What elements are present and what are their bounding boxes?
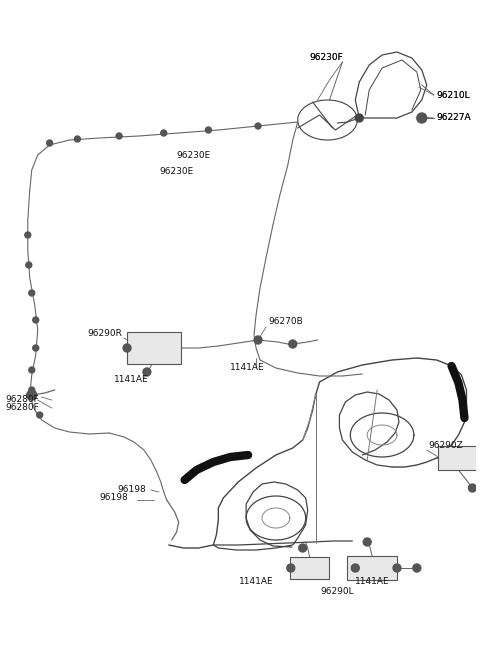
Bar	[438, 446, 480, 470]
Text: 96227A: 96227A	[437, 113, 471, 123]
Circle shape	[116, 133, 122, 139]
Text: 96290R: 96290R	[87, 329, 122, 338]
Circle shape	[254, 336, 262, 344]
Circle shape	[29, 290, 35, 296]
Circle shape	[27, 390, 37, 400]
Text: 1141AE: 1141AE	[230, 363, 265, 373]
Circle shape	[33, 317, 39, 323]
Text: 96230E: 96230E	[177, 150, 211, 159]
Circle shape	[74, 136, 80, 142]
Circle shape	[363, 538, 371, 546]
Circle shape	[143, 368, 151, 376]
Text: 96280F: 96280F	[5, 396, 39, 405]
Circle shape	[123, 344, 131, 352]
Text: 96227A: 96227A	[437, 113, 471, 123]
Circle shape	[205, 127, 211, 133]
Bar	[127, 332, 181, 364]
Circle shape	[29, 387, 35, 393]
Circle shape	[161, 130, 167, 136]
Text: 96270B: 96270B	[268, 318, 303, 327]
Circle shape	[26, 262, 32, 268]
Circle shape	[37, 412, 43, 418]
Circle shape	[29, 367, 35, 373]
Circle shape	[255, 123, 261, 129]
Text: 96230E: 96230E	[159, 167, 194, 176]
Circle shape	[289, 340, 297, 348]
Text: 1141AE: 1141AE	[355, 577, 389, 586]
Text: 96230F: 96230F	[310, 54, 343, 62]
Text: 96280F: 96280F	[5, 403, 39, 413]
Circle shape	[33, 345, 39, 351]
Text: 1141AE: 1141AE	[239, 577, 274, 586]
Circle shape	[468, 484, 476, 492]
Text: 1141AE: 1141AE	[114, 375, 149, 384]
Bar	[348, 556, 397, 580]
Circle shape	[355, 114, 363, 122]
Circle shape	[299, 544, 307, 552]
Circle shape	[417, 113, 427, 123]
Circle shape	[287, 564, 295, 572]
Circle shape	[47, 140, 53, 146]
Circle shape	[25, 232, 31, 238]
Text: 96198: 96198	[99, 493, 128, 502]
Circle shape	[413, 564, 421, 572]
Circle shape	[393, 564, 401, 572]
Text: 96210L: 96210L	[437, 91, 470, 100]
Text: 96290L: 96290L	[321, 588, 354, 596]
Text: 96230F: 96230F	[310, 54, 343, 62]
Text: 96290Z: 96290Z	[429, 440, 464, 449]
Circle shape	[351, 564, 359, 572]
Bar	[290, 557, 329, 579]
Text: 96198: 96198	[117, 485, 146, 495]
Text: 96210L: 96210L	[437, 91, 470, 100]
